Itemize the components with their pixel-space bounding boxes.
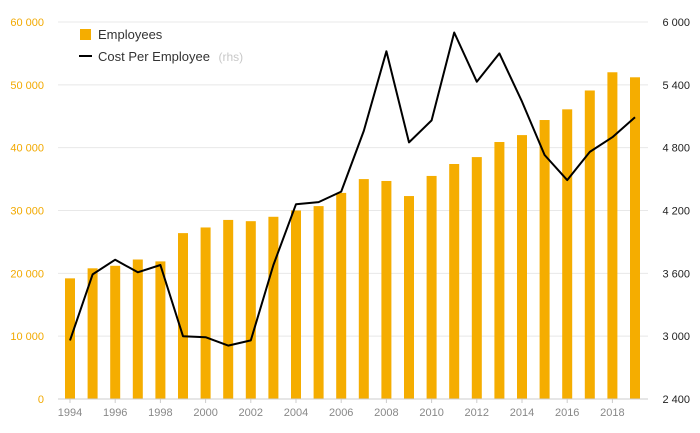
right-tick-label: 4 800 (662, 143, 690, 155)
legend-label-cost-text: Cost Per Employee (98, 49, 210, 64)
employees-bar (471, 157, 482, 399)
employees-bars (65, 72, 640, 400)
legend-label-employees: Employees (98, 27, 163, 42)
x-tick-label: 2004 (284, 407, 308, 419)
employees-bar (178, 233, 188, 399)
legend-label-cost-per-employee: Cost Per Employee (rhs) (98, 48, 243, 65)
employees-bar (110, 265, 121, 399)
employees-bar (517, 135, 527, 399)
employees-bar (336, 192, 347, 399)
x-tick-label: 2012 (465, 407, 489, 419)
left-tick-label: 0 (38, 394, 44, 406)
x-tick-label: 2016 (555, 407, 579, 419)
left-tick-label: 60 000 (10, 17, 44, 29)
x-tick-label: 2008 (374, 407, 398, 419)
left-axis: 0 10 000 20 000 30 000 40 000 50 000 60 000 (10, 17, 44, 406)
x-tick-label: 1996 (103, 407, 127, 419)
employees-bar (584, 90, 595, 399)
left-tick-label: 30 000 (10, 206, 44, 218)
employees-bar (268, 216, 279, 399)
right-tick-label: 5 400 (662, 80, 690, 92)
x-tick-label: 2006 (329, 407, 353, 419)
x-tick-label: 1998 (148, 407, 172, 419)
left-tick-label: 40 000 (10, 143, 44, 155)
employees-bar (449, 164, 460, 399)
x-axis: 1994 1996 1998 2000 2002 2004 2006 2008 2010 2012… (58, 398, 648, 419)
x-tick-label: 1994 (58, 407, 82, 419)
right-tick-label: 3 000 (662, 331, 690, 343)
employees-bar (426, 175, 437, 399)
right-tick-label: 6 000 (662, 17, 690, 29)
right-tick-label: 2 400 (662, 394, 690, 406)
employees-bar (381, 180, 392, 399)
left-tick-label: 50 000 (10, 80, 44, 92)
cost-per-employee-line (69, 31, 636, 347)
legend: Employees Cost Per Employee (rhs) (79, 27, 243, 65)
employees-bar (291, 210, 301, 399)
employees-bar (630, 77, 640, 399)
employees-bar (87, 268, 98, 399)
gridlines (58, 21, 648, 400)
x-tick-label: 2014 (510, 407, 534, 419)
legend-swatch-employees (80, 29, 91, 40)
left-tick-label: 20 000 (10, 268, 44, 280)
legend-label-rhs-note: (rhs) (218, 50, 243, 64)
employees-bar (200, 227, 211, 399)
right-tick-label: 3 600 (662, 268, 690, 280)
right-tick-label: 4 200 (662, 206, 690, 218)
x-tick-label: 2018 (600, 407, 624, 419)
employees-bar (562, 109, 573, 400)
employees-bar (494, 142, 505, 400)
employees-bar (404, 196, 414, 399)
employees-bar (607, 72, 618, 400)
employees-bar (155, 261, 166, 399)
employees-bar (132, 259, 143, 399)
x-tick-label: 2010 (419, 407, 443, 419)
right-axis: 2 400 3 000 3 600 4 200 4 800 5 400 6 000 (662, 17, 690, 406)
employees-bar (358, 179, 369, 399)
left-tick-label: 10 000 (10, 331, 44, 343)
employees-bar (245, 221, 256, 399)
employees-bar (539, 120, 550, 400)
x-tick-label: 2000 (193, 407, 217, 419)
x-tick-label: 2002 (239, 407, 263, 419)
employees-bar (223, 219, 234, 399)
employees-bar (313, 206, 324, 399)
cost-line-layer (69, 31, 636, 347)
